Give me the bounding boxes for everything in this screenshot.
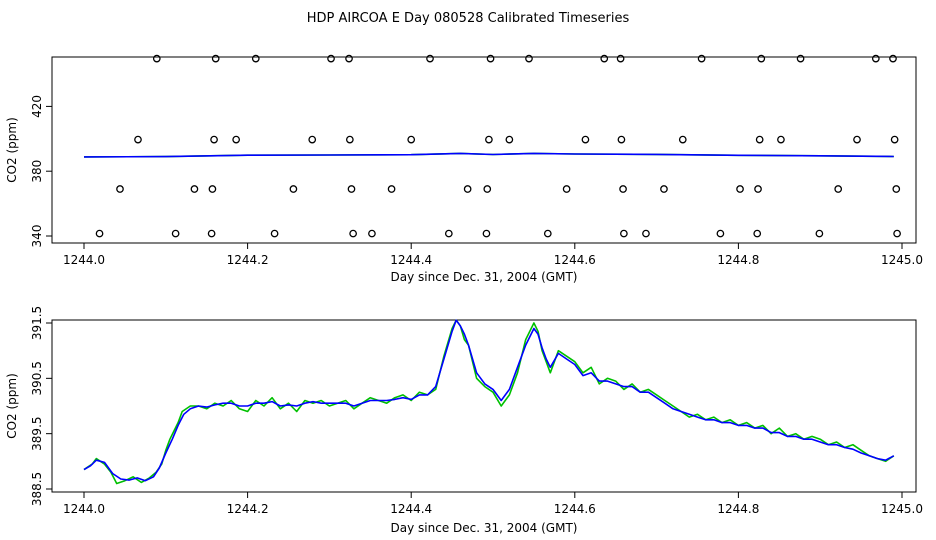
line-y-tick-label: 389.5 xyxy=(30,416,44,450)
scatter-point xyxy=(483,185,492,193)
scatter-point xyxy=(387,185,396,193)
scatter-x-tick-label: 1244.0 xyxy=(63,253,105,267)
scatter-point xyxy=(617,135,626,144)
scatter-point xyxy=(207,229,216,238)
scatter-point xyxy=(482,229,491,238)
scatter-point xyxy=(210,135,218,144)
line-x-tick-label: 1244.2 xyxy=(227,502,269,516)
scatter-point xyxy=(716,229,725,238)
line-plot-frame xyxy=(51,319,917,493)
scatter-point xyxy=(815,229,824,238)
line-x-tick-label: 1244.6 xyxy=(554,502,596,516)
line-y-axis-label: CO2 (ppm) xyxy=(5,373,19,439)
line-y-tick-label: 388.5 xyxy=(30,472,44,506)
scatter-point xyxy=(892,185,901,193)
scatter-plot-frame xyxy=(51,56,917,244)
scatter-point xyxy=(463,185,472,193)
line-panel: 1244.0 1244.2 1244.4 1244.6 1244.8 1245.0 388… xyxy=(5,306,923,535)
scatter-point xyxy=(871,54,880,63)
scatter-panel: 1244.0 1244.2 1244.4 1244.6 1244.8 1245.0 340… xyxy=(5,54,923,284)
scatter-point xyxy=(796,54,805,63)
scatter-point xyxy=(619,185,627,193)
scatter-point xyxy=(251,54,260,63)
scatter-x-tick-label: 1244.4 xyxy=(390,253,432,267)
scatter-point xyxy=(834,185,843,193)
scatter-point xyxy=(505,135,514,144)
scatter-y-tick-label: 420 xyxy=(30,95,44,118)
scatter-point xyxy=(581,135,590,144)
scatter-point xyxy=(853,135,861,144)
scatter-point xyxy=(349,229,357,238)
scatter-y-tick-label: 340 xyxy=(30,225,44,248)
line-x-tick-label: 1244.8 xyxy=(717,502,759,516)
line-series-line-blue xyxy=(83,319,895,482)
scatter-x-tick-label: 1244.8 xyxy=(717,253,759,267)
scatter-point xyxy=(753,229,762,238)
scatter-point xyxy=(736,185,744,193)
scatter-point xyxy=(190,185,199,193)
line-series-line-green xyxy=(83,319,895,485)
scatter-point xyxy=(327,54,335,63)
scatter-point xyxy=(697,54,706,63)
scatter-point xyxy=(889,54,897,63)
line-y-tick-label: 390.5 xyxy=(30,361,44,395)
scatter-x-axis-label: Day since Dec. 31, 2004 (GMT) xyxy=(391,270,578,284)
line-marks xyxy=(83,319,895,485)
scatter-point xyxy=(289,185,298,193)
scatter-point xyxy=(95,229,104,238)
scatter-point xyxy=(152,54,161,63)
scatter-point xyxy=(525,54,533,63)
scatter-point xyxy=(777,135,785,144)
scatter-point xyxy=(208,185,217,193)
line-x-axis-label: Day since Dec. 31, 2004 (GMT) xyxy=(391,521,578,535)
scatter-point xyxy=(116,185,124,193)
scatter-point xyxy=(308,135,317,144)
line-y-axis: 388.5 389.5 390.5 391.5 xyxy=(30,306,52,506)
scatter-y-axis: 340 380 420 xyxy=(30,95,52,248)
scatter-point xyxy=(171,229,180,238)
scatter-y-axis-label: CO2 (ppm) xyxy=(5,117,19,183)
scatter-point xyxy=(755,135,764,144)
scatter-point xyxy=(890,135,899,144)
scatter-point xyxy=(345,54,353,63)
scatter-x-tick-label: 1245.0 xyxy=(881,253,923,267)
scatter-point xyxy=(757,54,766,63)
scatter-point xyxy=(642,229,650,238)
line-x-tick-label: 1245.0 xyxy=(881,502,923,516)
scatter-point xyxy=(486,54,495,63)
scatter-point xyxy=(543,229,552,238)
scatter-point xyxy=(347,185,356,193)
scatter-y-tick-label: 380 xyxy=(30,160,44,183)
scatter-marks xyxy=(83,54,901,238)
line-x-tick-label: 1244.4 xyxy=(390,502,432,516)
scatter-point xyxy=(485,135,493,144)
scatter-point xyxy=(600,54,609,63)
scatter-x-tick-label: 1244.2 xyxy=(227,253,269,267)
scatter-point xyxy=(754,185,762,193)
scatter-series-line-blue xyxy=(83,152,894,158)
line-x-tick-label: 1244.0 xyxy=(63,502,105,516)
scatter-point xyxy=(368,229,376,238)
scatter-point xyxy=(232,135,240,144)
scatter-point xyxy=(407,135,416,144)
scatter-point xyxy=(444,229,453,238)
figure-title: HDP AIRCOA E Day 080528 Calibrated Times… xyxy=(307,11,630,26)
scatter-point xyxy=(660,185,668,193)
scatter-point xyxy=(620,229,628,238)
scatter-x-tick-label: 1244.6 xyxy=(554,253,596,267)
scatter-point xyxy=(270,229,279,238)
scatter-point xyxy=(211,54,220,63)
scatter-point xyxy=(345,135,354,144)
scatter-point xyxy=(616,54,625,63)
scatter-point xyxy=(426,54,434,63)
line-x-axis: 1244.0 1244.2 1244.4 1244.6 1244.8 1245.0 xyxy=(63,492,923,516)
scatter-point xyxy=(893,229,901,238)
scatter-point xyxy=(678,135,687,144)
scatter-point xyxy=(134,135,142,144)
line-y-tick-label: 391.5 xyxy=(30,306,44,340)
scatter-point xyxy=(562,185,571,193)
scatter-x-axis: 1244.0 1244.2 1244.4 1244.6 1244.8 1245.0 xyxy=(63,243,923,267)
